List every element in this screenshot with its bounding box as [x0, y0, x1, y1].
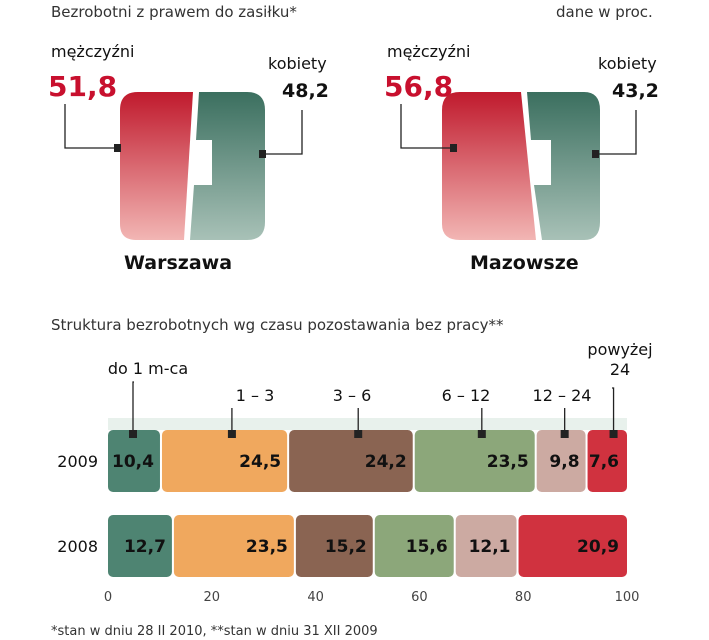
bar-chart-title: Struktura bezrobotnych wg czasu pozostaw… [51, 316, 504, 334]
women-shape-mazowsze [527, 92, 600, 240]
bar-segment-2009-5 [536, 430, 586, 492]
year-label-2008: 2008 [57, 537, 98, 556]
category-callout-6 [612, 387, 615, 432]
x-tick-100: 100 [615, 590, 640, 605]
bar-segment-2009-3 [289, 430, 413, 492]
men-value-mazowsze: 56,8 [384, 70, 454, 103]
men-callout-marker-mazowsze [450, 144, 457, 152]
bar-value-2009-4: 23,5 [487, 452, 529, 472]
category-callout-marker-6 [609, 430, 618, 438]
bar-value-2008-4: 15,6 [406, 537, 448, 557]
footnote: *stan w dniu 28 II 2010, **stan w dniu 3… [51, 624, 378, 639]
category-callout-marker-4 [477, 430, 486, 438]
bar-value-2008-2: 23,5 [246, 537, 288, 557]
bar-value-2009-5: 9,8 [549, 452, 579, 472]
region-label-mazowsze: Mazowsze [470, 252, 579, 274]
category-label-3: 3 – 6 [333, 386, 372, 405]
region-label-warszawa: Warszawa [124, 252, 233, 274]
category-label-1: do 1 m-ca [108, 359, 188, 378]
men-value-warszawa: 51,8 [48, 70, 118, 103]
bar-segment-2009-4 [414, 430, 535, 492]
x-tick-80: 80 [515, 590, 532, 605]
bar-segment-2008-1 [108, 515, 172, 577]
bar-value-2008-1: 12,7 [124, 537, 166, 557]
year-label-2009: 2009 [57, 452, 98, 471]
category-label-4: 6 – 12 [442, 386, 491, 405]
women-callout-warszawa [263, 110, 303, 155]
bar-segment-2008-4 [374, 515, 454, 577]
women-callout-mazowsze [596, 110, 637, 155]
men-callout-marker-warszawa [114, 144, 121, 152]
category-label-2: 1 – 3 [236, 386, 275, 405]
bar-value-2009-2: 24,5 [239, 452, 281, 472]
category-callout-marker-1 [129, 430, 137, 438]
x-tick-20: 20 [204, 590, 221, 605]
unit-note: dane w proc. [556, 3, 653, 21]
women-callout-marker-mazowsze [592, 150, 599, 158]
chart-title: Bezrobotni z prawem do zasiłku* [51, 3, 297, 21]
men-callout-warszawa [64, 104, 118, 149]
category-label-5: 12 – 24 [533, 386, 592, 405]
women-label-mazowsze: kobiety [598, 54, 657, 73]
bar-segment-2008-3 [295, 515, 373, 577]
women-shape-warszawa [190, 92, 265, 240]
bar-value-2008-5: 12,1 [469, 537, 511, 557]
bar-segment-2009-2 [161, 430, 288, 492]
men-shape-warszawa [120, 92, 193, 240]
men-label-mazowsze: mężczyźni [387, 42, 471, 61]
bar-segment-2008-5 [455, 515, 517, 577]
bar-segment-2008-2 [173, 515, 294, 577]
women-callout-marker-warszawa [259, 150, 266, 158]
category-callout-marker-2 [227, 430, 236, 438]
bar-value-2009-6: 7,6 [589, 452, 619, 472]
women-label-warszawa: kobiety [268, 54, 327, 73]
men-label-warszawa: mężczyźni [51, 42, 135, 61]
x-tick-0: 0 [104, 590, 112, 605]
bar-segment-2009-1 [108, 430, 160, 492]
bar-value-2009-3: 24,2 [365, 452, 407, 472]
women-value-mazowsze: 43,2 [612, 80, 659, 102]
bar-value-2008-6: 20,9 [577, 537, 619, 557]
bar-value-2008-3: 15,2 [325, 537, 367, 557]
category-callout-1 [132, 381, 134, 432]
category-callout-marker-3 [354, 430, 363, 438]
bar-segment-2008-6 [518, 515, 627, 577]
category-label-6-line2: 24 [610, 360, 630, 379]
bar-value-2009-1: 10,4 [112, 452, 154, 472]
women-value-warszawa: 48,2 [282, 80, 329, 102]
bar-backdrop [108, 418, 627, 430]
category-label-6-line1: powyżej [587, 340, 652, 359]
x-tick-40: 40 [307, 590, 324, 605]
category-callout-marker-5 [560, 430, 569, 438]
bar-segment-2009-6 [587, 430, 627, 492]
men-callout-mazowsze [400, 104, 454, 149]
x-tick-60: 60 [411, 590, 428, 605]
men-shape-mazowsze [442, 92, 536, 240]
